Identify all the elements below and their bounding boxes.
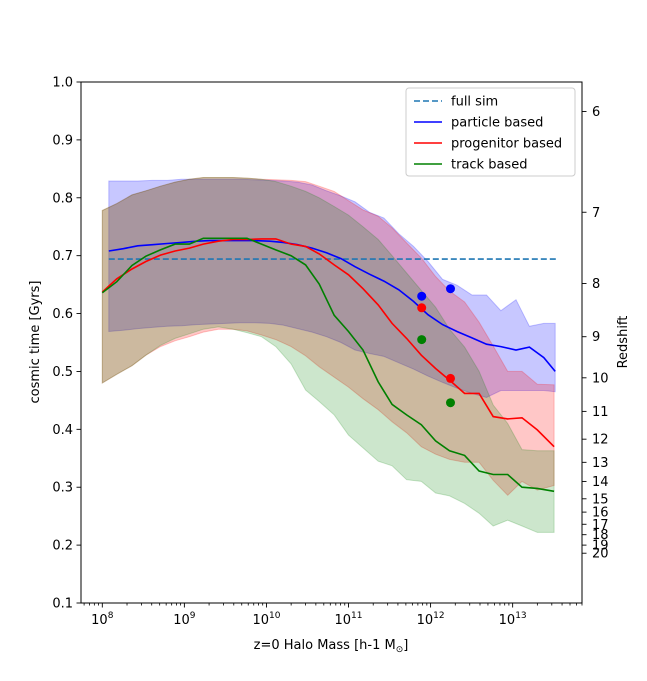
legend-label: track based [451,158,527,173]
marker-points [417,284,455,408]
marker-track-based-2 [446,398,455,408]
redshift-tick-label: 18 [592,528,609,543]
y-axis-ticks: 0.1 0.2 0.3 0.4 0.5 0.6 0.7 0.8 0.9 1.0 [52,76,81,612]
legend-label: particle based [451,116,543,131]
y-tick-label: 0.4 [52,423,73,438]
y-tick-label: 0.1 [52,597,73,612]
series-line-progenitor-based [101,238,555,448]
y-tick-label: 0.3 [52,481,73,496]
redshift-tick-label: 15 [592,492,609,507]
redshift-tick-label: 16 [592,506,609,521]
y-tick-label: 1.0 [52,76,73,91]
series-line-particle-based [108,239,556,372]
plot-frame [80,81,583,604]
redshift-tick-label: 6 [592,105,600,120]
marker-progenitor-based-2 [446,373,455,383]
x-axis-label-end: ] [403,638,408,653]
x-axis-label-sub: ⊙ [396,645,404,655]
redshift-axis-label: Redshift [616,316,631,369]
redshift-tick-label: 19 [592,539,609,554]
x-tick-label: 1013 [499,611,527,628]
redshift-tick-label: 9 [592,330,600,345]
legend-box [405,87,576,177]
series-line-track-based [101,237,555,493]
redshift-tick-label: 20 [592,547,609,562]
y-tick-label: 0.5 [52,365,73,380]
legend-label: progenitor based [451,137,562,152]
y-tick-label: 0.2 [52,539,73,554]
legend-label: full sim [451,95,498,110]
redshift-tick-label: 17 [592,518,609,533]
x-axis-label-main: z=0 Halo Mass [h-1 M [254,638,396,653]
confidence-bands [101,177,556,533]
redshift-tick-label: 13 [592,456,609,471]
x-tick-label: 108 [91,611,114,628]
redshift-tick-label: 7 [592,206,600,221]
x-axis-label: z=0 Halo Mass [h-1 M⊙] [254,638,409,655]
band-progenitor-based [101,177,555,497]
redshift-tick-label: 8 [592,277,600,292]
redshift-tick-label: 11 [592,405,609,420]
x-tick-label: 1011 [335,611,363,628]
redshift-tick-label: 14 [592,475,609,490]
marker-progenitor-based-1 [417,303,427,313]
y-tick-label: 0.9 [52,133,73,148]
band-particle-based [108,178,556,399]
band-track-based [101,177,555,533]
redshift-tick-label: 10 [592,371,609,386]
redshift-tick-label: 12 [592,433,609,448]
y-tick-label: 0.6 [52,307,73,322]
series-lines [101,237,558,493]
marker-track-based-1 [417,335,427,345]
y-axis-label: cosmic time [Gyrs] [28,281,43,404]
legend: full sim particle based progenitor based tr… [405,87,576,177]
x-tick-label: 1012 [417,611,445,628]
y-tick-label: 0.8 [52,191,73,206]
x-tick-label: 109 [173,611,196,628]
x-axis-ticks: 108 109 1010 1011 1012 1013 [83,603,583,628]
x-tick-label: 1010 [252,611,280,628]
y-tick-label: 0.7 [52,249,73,264]
marker-particle-based-1 [417,291,427,301]
marker-particle-based-2 [446,284,455,294]
